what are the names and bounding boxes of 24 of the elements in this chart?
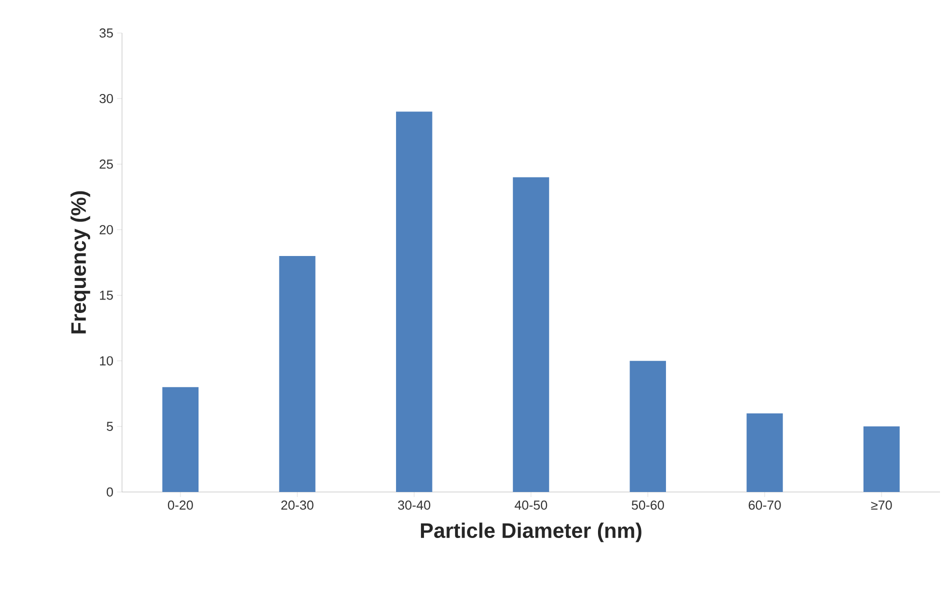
y-tick-label: 10 [100,356,113,366]
y-axis-title: Frequency (%) [70,191,90,334]
bar [162,387,199,492]
bar [396,112,432,492]
x-axis-title: Particle Diameter (nm) [420,522,642,542]
y-tick-label: 20 [100,225,113,234]
bar [279,256,316,492]
y-tick-label: 5 [106,422,113,431]
bar [512,177,550,492]
bar [630,360,666,492]
x-tick-label: 60-70 [748,500,781,510]
y-tick-label: 35 [100,28,113,38]
y-tick-label: 30 [100,94,113,104]
x-tick-label: 50-60 [632,500,664,510]
x-tick-label: 0-20 [168,500,193,510]
x-tick-label: 40-50 [514,500,548,510]
bar [863,426,900,492]
x-tick-label: ≥70 [871,500,892,510]
y-tick-label: 25 [100,160,113,169]
x-tick-label: 30-40 [398,500,430,510]
y-tick-label: 0 [106,487,113,497]
y-tick-label: 15 [100,290,113,300]
x-tick-label: 20-30 [281,500,314,510]
bar [746,413,783,492]
